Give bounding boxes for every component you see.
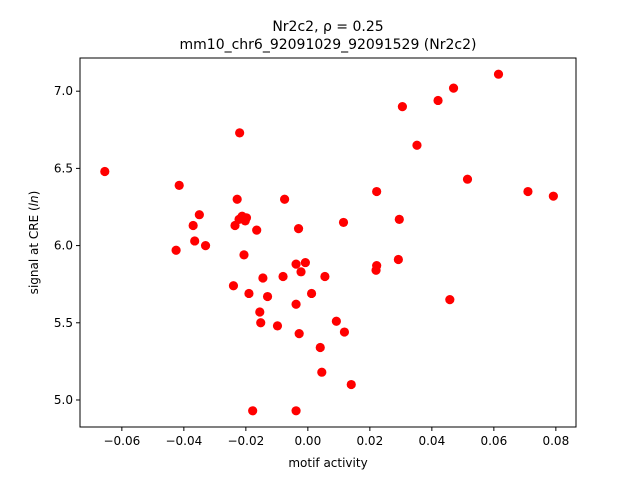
y-tick-label: 5.5 [54, 316, 73, 330]
scatter-point [372, 186, 382, 197]
y-tick-label: 6.5 [54, 161, 73, 175]
x-tick-label: −0.02 [227, 434, 264, 448]
scatter-point [252, 225, 262, 235]
x-tick-label: −0.06 [103, 434, 140, 448]
scatter-point [255, 307, 265, 317]
scatter-point [228, 281, 239, 291]
x-axis-ticks: −0.06 −0.04 −0.02 0.00 0.02 0.04 0.06 0.08 [103, 427, 569, 448]
scatter-point [317, 367, 327, 377]
scatter-point [194, 210, 204, 220]
scatter-point [523, 186, 533, 197]
scatter-point [433, 95, 443, 106]
chart-title-line1: Nr2c2, ρ = 0.25 [272, 19, 383, 35]
scatter-point [320, 271, 330, 282]
y-tick-label: 6.0 [54, 239, 73, 253]
scatter-point [294, 328, 304, 339]
scatter-point [241, 213, 252, 223]
scatter-point [445, 295, 455, 305]
x-tick-label: 0.04 [418, 434, 445, 448]
x-tick-label: 0.02 [356, 434, 383, 448]
scatter-point [291, 406, 301, 416]
chart-title-line2: mm10_chr6_92091029_92091529 (Nr2c2) [180, 37, 477, 53]
scatter-point [394, 214, 404, 224]
scatter-point [280, 194, 290, 204]
scatter-point [232, 194, 242, 204]
scatter-point [331, 316, 341, 326]
scatter-point [393, 254, 403, 265]
scatter-point [272, 321, 283, 331]
scatter-point [548, 191, 558, 201]
scatter-point [397, 102, 407, 112]
scatter-point [258, 273, 268, 283]
scatter-point [244, 288, 254, 299]
scatter-point [171, 245, 181, 255]
data-points [100, 69, 558, 416]
y-axis-label: signal at CRE (ln) [27, 191, 41, 295]
scatter-point [239, 250, 249, 260]
plot-frame [79, 57, 577, 428]
scatter-point [235, 128, 245, 138]
scatter-point [339, 327, 350, 337]
x-tick-label: 0.06 [480, 434, 507, 448]
scatter-point [300, 257, 310, 268]
scatter-point [448, 83, 459, 93]
scatter-point [315, 342, 325, 353]
scatter-point [190, 236, 200, 246]
scatter-point [100, 166, 110, 177]
x-tick-label: −0.04 [165, 434, 202, 448]
scatter-point [338, 217, 349, 228]
scatter-point [412, 140, 422, 150]
scatter-point [293, 224, 304, 234]
y-tick-label: 5.0 [54, 393, 73, 407]
scatter-point [371, 265, 381, 275]
x-axis-label: motif activity [288, 456, 367, 470]
scatter-point [262, 291, 273, 302]
scatter-point [174, 180, 184, 190]
scatter-point [462, 174, 473, 184]
scatter-point [296, 267, 306, 277]
y-axis-ticks: 5.0 5.5 6.0 6.5 7.0 [54, 84, 80, 407]
scatter-point [256, 318, 266, 328]
y-tick-label: 7.0 [54, 84, 73, 98]
scatter-point [200, 240, 211, 251]
scatter-point [291, 299, 301, 309]
x-tick-label: 0.00 [294, 434, 321, 448]
x-tick-label: 0.08 [542, 434, 569, 448]
scatter-point [306, 288, 317, 299]
scatter-point [248, 406, 258, 416]
scatter-point [278, 271, 288, 282]
scatter-point [493, 69, 504, 79]
scatter-point [346, 379, 356, 390]
scatter-point [291, 259, 301, 269]
scatter-point [188, 220, 198, 231]
